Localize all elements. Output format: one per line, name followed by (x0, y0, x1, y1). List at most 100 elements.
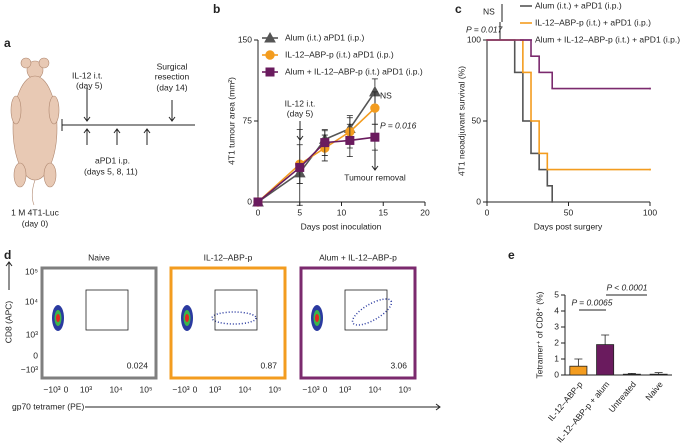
schematic-label: IL-12 i.t. (72, 70, 103, 80)
x-axis-label: gp70 tetramer (PE) (12, 401, 84, 411)
y-tick-label: 10³ (26, 329, 38, 339)
plot-frame (299, 266, 417, 380)
x-tick-label: −10³ (43, 384, 60, 394)
panel-letter: b (213, 2, 220, 16)
y-axis-label: 4T1 tumour area (mm²) (226, 77, 236, 165)
marker (345, 135, 355, 145)
x-tick-label: 0 (256, 207, 261, 217)
panel-letter: a (4, 36, 11, 50)
y-tick-label: 75 (243, 115, 253, 125)
arrow (5, 261, 441, 411)
plot-frame (40, 266, 158, 380)
schematic-label: (day 14) (156, 82, 187, 92)
x-tick-label: Naive (643, 379, 665, 402)
y-axis-label: Tetramer⁺ of CD8⁺ (%) (534, 291, 544, 378)
x-tick-label: 10⁴ (109, 384, 122, 394)
annotation: P = 0.0065 (571, 297, 612, 307)
y-tick-label: 4 (554, 305, 559, 315)
marker (370, 132, 380, 142)
bracket (579, 294, 647, 311)
x-tick-label: 10⁵ (140, 384, 153, 394)
panel-letter: c (455, 2, 462, 16)
y-tick-label: −10³ (21, 364, 38, 374)
gate-value: 0.024 (127, 360, 149, 370)
y-tick-label: 3 (554, 321, 559, 331)
plot-title: Alum + IL-12–ABP-p (319, 252, 397, 262)
cell-cloud (351, 298, 393, 326)
x-tick-label: 10³ (209, 384, 221, 394)
x-tick-label: 50 (564, 207, 574, 217)
x-tick-label: 10 (337, 207, 347, 217)
y-tick-label: 10⁵ (25, 266, 38, 276)
annotation: P < 0.0001 (606, 282, 647, 292)
gate (85, 289, 129, 331)
marker (320, 138, 330, 148)
gate-value: 3.06 (390, 360, 407, 370)
plot-frame (169, 266, 287, 380)
x-axis-label: Days post surgery (534, 221, 603, 231)
error-bar (574, 358, 583, 367)
panel-letter: e (508, 248, 515, 262)
marker (370, 103, 380, 113)
error-bar (627, 373, 636, 375)
y-tick-label: 50 (472, 115, 482, 125)
plot-title: Naive (88, 252, 110, 262)
annotation: NS (483, 6, 495, 16)
cell-cloud (185, 314, 189, 322)
x-tick-label: 5 (297, 207, 302, 217)
y-tick-label: 0 (33, 350, 38, 360)
annotation: Tumour removal (344, 172, 406, 182)
annotation: IL-12 i.t. (285, 98, 316, 108)
annotation: P = 0.016 (380, 120, 417, 130)
y-tick-label: 10⁴ (25, 296, 38, 306)
legend-label: Alum + IL-12–ABP-p (i.t.) + aPD1 (i.p.) (535, 34, 680, 44)
bar (596, 344, 615, 376)
x-tick-label: −10³ (172, 384, 189, 394)
x-tick-label: −10³ (302, 384, 319, 394)
legend-label: Alum + IL-12–ABP-p (i.t.) aPD1 (i.p.) (285, 66, 423, 76)
timeline (61, 88, 195, 145)
x-tick-label: Untreated (606, 379, 638, 414)
marker (295, 162, 305, 172)
x-tick-label: 10⁵ (399, 384, 412, 394)
mouse (10, 57, 60, 206)
x-tick-label: 0 (64, 384, 69, 394)
y-tick-label: 0 (554, 369, 559, 379)
gate-value: 0.87 (260, 360, 277, 370)
schematic-label: resection (155, 71, 190, 81)
bracket (499, 4, 503, 40)
gate (344, 289, 388, 331)
error-bar (654, 372, 663, 375)
y-tick-label: 5 (554, 289, 559, 299)
cell-cloud (315, 314, 319, 322)
x-tick-label: 100 (643, 207, 657, 217)
x-tick-label: 10³ (339, 384, 351, 394)
x-tick-label: 0 (193, 384, 198, 394)
cell-cloud (211, 311, 257, 325)
x-tick-label: 10⁴ (238, 384, 251, 394)
x-tick-label: 10⁵ (269, 384, 282, 394)
bar (649, 373, 668, 376)
x-tick-label: 10⁴ (368, 384, 381, 394)
y-tick-label: 100 (467, 34, 481, 44)
x-tick-label: 10³ (80, 384, 92, 394)
annotation: (day 5) (287, 108, 314, 118)
y-tick-label: 1 (554, 353, 559, 363)
y-tick-label: 2 (554, 337, 559, 347)
marker (253, 197, 263, 207)
y-axis-label: 4T1 neoadjuvant survival (%) (456, 66, 466, 176)
marker (265, 67, 275, 77)
plot-title: IL-12–ABP-p (204, 252, 253, 262)
schematic-label: Surgical (157, 61, 188, 71)
annotation: NS (380, 90, 392, 100)
y-axis-label: CD8 (APC) (3, 301, 13, 344)
annotation: P = 0.017 (466, 24, 503, 34)
y-tick-label: 0 (476, 196, 481, 206)
panel-letter: d (4, 248, 11, 262)
legend-label: Alum (i.t.) + aPD1 (i.p.) (535, 0, 622, 10)
series-line (257, 136, 376, 203)
error-bar (601, 334, 610, 345)
schematic-label: (day 5) (76, 80, 103, 90)
schematic-label: (days 5, 8, 11) (84, 166, 138, 176)
